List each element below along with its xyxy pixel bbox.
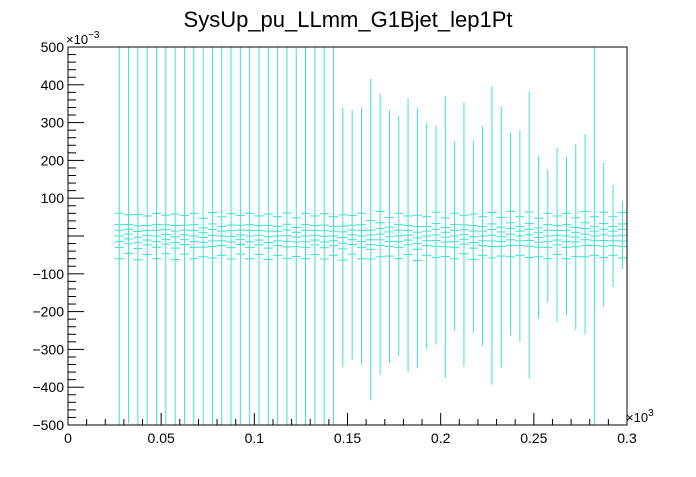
x-tick-label: 0.2 bbox=[431, 430, 451, 446]
y-tick-label: 300 bbox=[41, 115, 65, 131]
y-tick-label: −500 bbox=[32, 417, 64, 433]
x-tick-label: 0 bbox=[64, 430, 72, 446]
error-bar-series bbox=[114, 47, 627, 425]
y-tick-label: 500 bbox=[41, 39, 65, 55]
chart-marks bbox=[114, 47, 627, 425]
y-tick-label: −200 bbox=[32, 304, 64, 320]
y-tick-label: 100 bbox=[41, 190, 65, 206]
x-tick-label: 0.25 bbox=[520, 430, 547, 446]
y-tick-label: −400 bbox=[32, 379, 64, 395]
x-multiplier-label: ×103 bbox=[626, 408, 654, 425]
y-multiplier-label: ×10−3 bbox=[66, 30, 100, 47]
chart-title: SysUp_pu_LLmm_G1Bjet_lep1Pt bbox=[184, 7, 513, 32]
y-tick-label: −100 bbox=[32, 266, 64, 282]
y-tick-label: 400 bbox=[41, 77, 65, 93]
x-tick-label: 0.3 bbox=[617, 430, 637, 446]
y-tick-label: −300 bbox=[32, 341, 64, 357]
x-tick-label: 0.15 bbox=[334, 430, 361, 446]
y-tick-label: 200 bbox=[41, 152, 65, 168]
chart-axes: 0 0.05 0.1 0.15 0.2 0.25 0.3 −500 −400 −300 −200 −1… bbox=[32, 39, 636, 446]
x-tick-label: 0.1 bbox=[245, 430, 265, 446]
x-tick-label: 0.05 bbox=[148, 430, 175, 446]
